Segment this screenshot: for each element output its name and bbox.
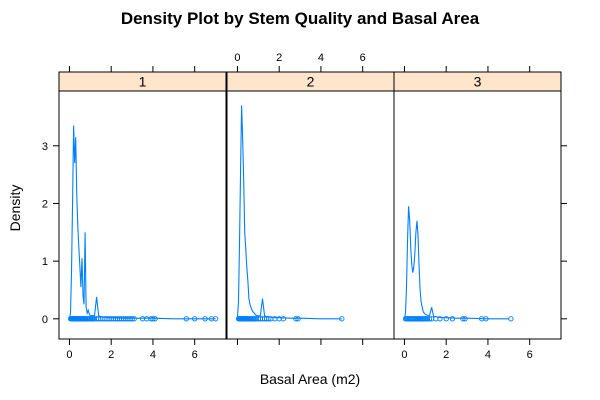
x-tick-label: 6	[192, 349, 198, 361]
x-tick-label: 0	[66, 349, 72, 361]
data-point	[437, 316, 443, 322]
strip-label-3: 3	[474, 74, 482, 90]
panel-frame-1	[58, 90, 227, 340]
panel-frame-3	[393, 90, 562, 340]
x-tick-label: 4	[318, 52, 324, 64]
data-point	[449, 316, 456, 322]
x-tick-label: 4	[150, 349, 156, 361]
x-tick-label: 2	[108, 349, 114, 361]
x-axis-label: Basal Area (m2)	[260, 371, 360, 387]
x-tick-label: 2	[443, 349, 449, 361]
data-point	[266, 316, 272, 322]
data-point	[202, 316, 208, 322]
density-line-3	[403, 206, 509, 320]
data-point	[212, 316, 219, 322]
data-point	[295, 316, 301, 322]
data-point	[462, 316, 468, 322]
strip-label-2: 2	[307, 74, 315, 90]
data-point	[483, 316, 489, 322]
data-point	[339, 316, 345, 322]
data-point	[139, 316, 146, 322]
panel-2: 20 2 4 6	[226, 52, 395, 345]
chart-title: Density Plot by Stem Quality and Basal A…	[121, 9, 480, 28]
x-tick-label: 6	[527, 349, 533, 361]
data-point	[152, 316, 158, 322]
x-tick-label: 2	[276, 52, 282, 64]
data-point	[460, 316, 466, 322]
y-tick-label: 0	[42, 314, 48, 326]
strip-label-1: 1	[139, 74, 147, 90]
data-point	[131, 316, 137, 322]
data-point	[508, 316, 514, 322]
y-tick-label: 3	[42, 141, 48, 153]
data-point	[144, 316, 150, 322]
x-tick-label: 0	[401, 349, 407, 361]
data-point	[192, 316, 198, 322]
data-point	[280, 316, 287, 322]
density-line-2	[236, 105, 342, 320]
data-point	[426, 316, 433, 322]
x-tick-label: 4	[485, 349, 491, 361]
panel-frame-2	[226, 90, 395, 340]
data-point	[150, 316, 156, 322]
x-tick-label: 6	[360, 52, 366, 64]
data-point	[129, 316, 135, 322]
panel-3: 3 0 2 4 6	[393, 66, 562, 361]
density-line-1	[68, 125, 216, 320]
y-tick-label: 1	[42, 256, 48, 268]
data-point	[293, 316, 299, 322]
y-axis-label: Density	[7, 185, 23, 232]
data-point	[183, 316, 189, 322]
data-point	[443, 316, 449, 322]
panel-1: 1 0 2 4 6	[58, 66, 227, 361]
y-tick-label: 2	[42, 198, 48, 210]
x-tick-label: 0	[234, 52, 240, 64]
